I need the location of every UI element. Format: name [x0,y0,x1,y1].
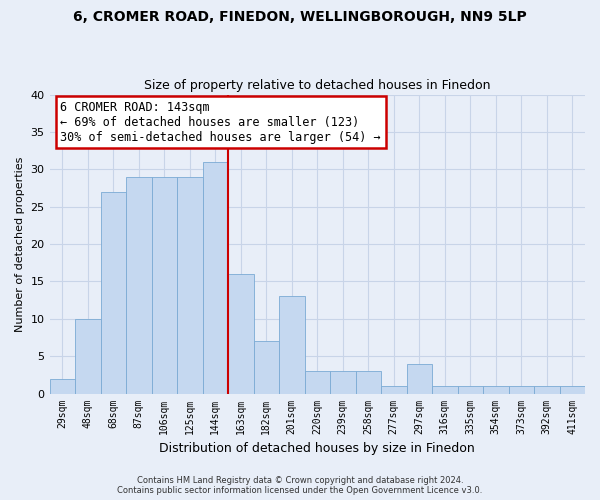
Bar [126,177,152,394]
Bar [432,386,458,394]
Bar [356,371,381,394]
Bar [560,386,585,394]
Bar [152,177,177,394]
Bar [203,162,228,394]
Bar [509,386,534,394]
Bar [483,386,509,394]
Text: 6, CROMER ROAD, FINEDON, WELLINGBOROUGH, NN9 5LP: 6, CROMER ROAD, FINEDON, WELLINGBOROUGH,… [73,10,527,24]
Bar [177,177,203,394]
Bar [305,371,330,394]
Y-axis label: Number of detached properties: Number of detached properties [15,156,25,332]
Bar [407,364,432,394]
Bar [534,386,560,394]
Title: Size of property relative to detached houses in Finedon: Size of property relative to detached ho… [144,79,491,92]
Bar [50,378,75,394]
Bar [458,386,483,394]
Bar [381,386,407,394]
Bar [228,274,254,394]
Text: 6 CROMER ROAD: 143sqm
← 69% of detached houses are smaller (123)
30% of semi-det: 6 CROMER ROAD: 143sqm ← 69% of detached … [60,100,381,144]
Bar [254,341,279,394]
Bar [75,319,101,394]
X-axis label: Distribution of detached houses by size in Finedon: Distribution of detached houses by size … [160,442,475,455]
Bar [330,371,356,394]
Text: Contains HM Land Registry data © Crown copyright and database right 2024.
Contai: Contains HM Land Registry data © Crown c… [118,476,482,495]
Bar [101,192,126,394]
Bar [279,296,305,394]
